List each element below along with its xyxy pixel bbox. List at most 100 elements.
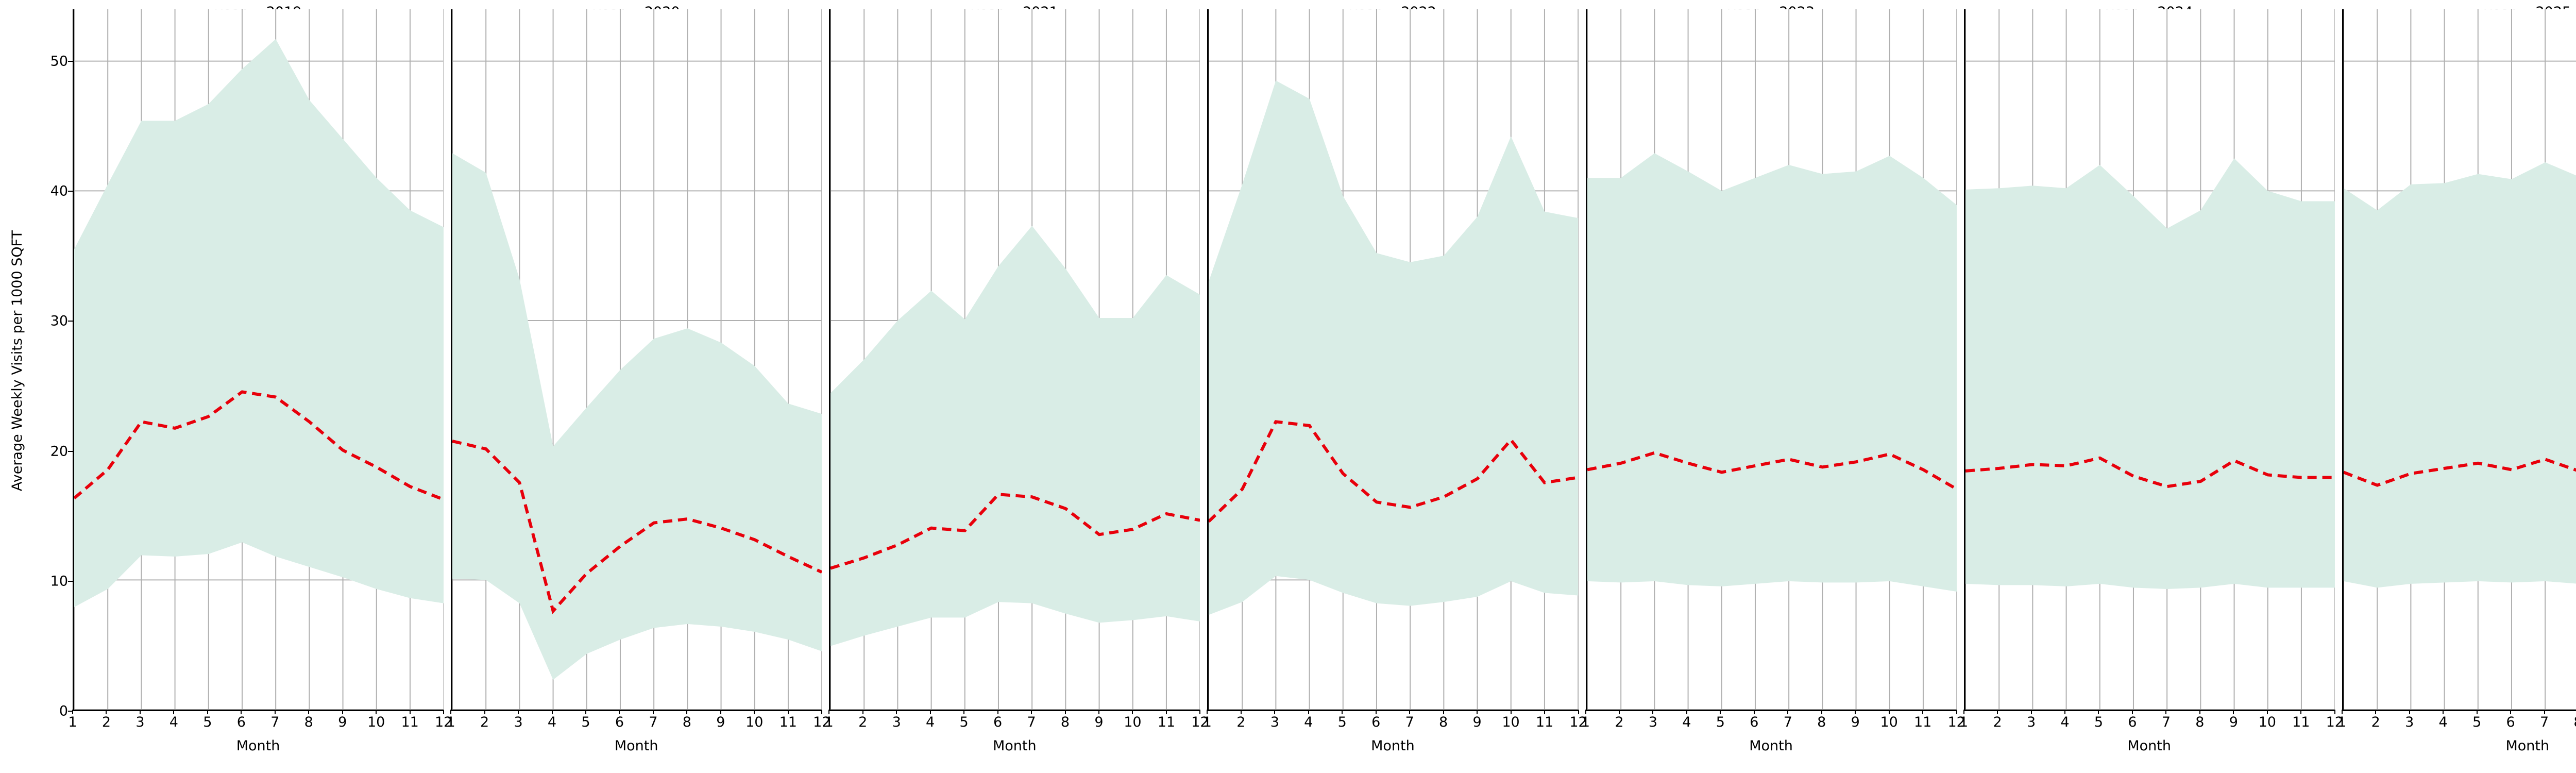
x-tick-label: 10 [1502, 714, 1520, 730]
x-tick-label: 8 [2573, 714, 2576, 730]
x-tick-mark [1031, 710, 1032, 714]
facet-panel-row: year = 2019123456789101112Monthyear = 20… [68, 0, 2576, 773]
x-tick-label: 10 [2258, 714, 2276, 730]
x-tick-mark [2098, 710, 2099, 714]
x-tick-label: 8 [1439, 714, 1448, 730]
x-tick-label: 3 [1270, 714, 1279, 730]
x-tick-mark [139, 710, 141, 714]
x-tick-label: 8 [682, 714, 691, 730]
x-tick-mark [1855, 710, 1856, 714]
x-tick-mark [2233, 710, 2234, 714]
x-tick-mark [450, 710, 452, 714]
x-tick-mark [1132, 710, 1133, 714]
x-tick-mark [2341, 710, 2343, 714]
x-tick-label: 5 [203, 714, 212, 730]
x-tick-label: 3 [892, 714, 901, 730]
x-tick-mark [1274, 710, 1276, 714]
x-tick-label: 5 [1716, 714, 1725, 730]
x-tick-mark [963, 710, 965, 714]
x-tick-label: 3 [135, 714, 145, 730]
x-tick-mark [207, 710, 208, 714]
x-tick-label: 12 [1947, 714, 1965, 730]
x-tick-label: 3 [2405, 714, 2414, 730]
x-tick-mark [72, 710, 73, 714]
x-tick-mark [1409, 710, 1411, 714]
data-layer [452, 9, 822, 710]
x-tick-label: 5 [959, 714, 969, 730]
x-tick-mark [2266, 710, 2268, 714]
x-tick-label: 9 [1472, 714, 1482, 730]
facet-panel-2025: year = 2025123456789101112Month [2337, 0, 2576, 773]
y-tick-mark [68, 450, 73, 452]
x-tick-label: 9 [338, 714, 347, 730]
y-tick-mark [68, 321, 73, 322]
plot-area [73, 9, 444, 711]
y-tick-label: 20 [50, 443, 68, 460]
x-tick-label: 2 [1993, 714, 2002, 730]
x-tick-mark [1342, 710, 1343, 714]
x-tick-label: 2 [2371, 714, 2380, 730]
facet-panel-2023: year = 2023123456789101112Month [1581, 0, 1965, 773]
x-tick-label: 11 [1157, 714, 1176, 730]
y-tick-label: 10 [50, 573, 68, 590]
y-tick-mark [68, 191, 73, 192]
x-tick-label: 7 [2539, 714, 2549, 730]
x-tick-mark [828, 710, 830, 714]
x-tick-mark [1888, 710, 1890, 714]
x-tick-label: 10 [745, 714, 764, 730]
y-tick-label: 30 [50, 313, 68, 329]
x-tick-mark [997, 710, 998, 714]
y-tick-mark [68, 580, 73, 582]
x-tick-label: 12 [2326, 714, 2344, 730]
x-tick-label: 12 [1191, 714, 1209, 730]
x-tick-label: 10 [367, 714, 385, 730]
plot-area [1207, 9, 1579, 711]
x-tick-mark [274, 710, 276, 714]
x-axis-label: Month [992, 738, 1037, 754]
x-tick-label: 1 [1581, 714, 1590, 730]
x-tick-mark [1963, 710, 1964, 714]
x-tick-mark [409, 710, 411, 714]
data-layer [74, 9, 444, 710]
x-tick-mark [2165, 710, 2167, 714]
data-layer [2343, 9, 2576, 710]
x-tick-mark [1821, 710, 1822, 714]
x-tick-label: 4 [169, 714, 178, 730]
x-tick-label: 4 [2060, 714, 2070, 730]
x-axis-label: Month [2505, 738, 2550, 754]
x-tick-label: 6 [1371, 714, 1381, 730]
facet-panel-2024: year = 2024123456789101112Month [1959, 0, 2344, 773]
plot-area [1585, 9, 1957, 711]
x-tick-label: 7 [1027, 714, 1036, 730]
x-tick-label: 3 [2026, 714, 2036, 730]
x-tick-mark [929, 710, 931, 714]
data-layer [1209, 9, 1579, 710]
x-tick-label: 6 [2506, 714, 2515, 730]
x-tick-mark [1686, 710, 1687, 714]
x-tick-label: 1 [1202, 714, 1212, 730]
x-axis-label: Month [2127, 738, 2171, 754]
x-tick-mark [376, 710, 377, 714]
x-tick-label: 4 [2438, 714, 2448, 730]
plot-area [829, 9, 1200, 711]
data-layer [1965, 9, 2335, 710]
x-tick-mark [1207, 710, 1208, 714]
x-tick-mark [2300, 710, 2302, 714]
x-tick-label: 9 [1851, 714, 1860, 730]
x-tick-mark [1375, 710, 1377, 714]
x-tick-mark [1787, 710, 1789, 714]
facet-panel-2019: year = 2019123456789101112Month [68, 0, 452, 773]
x-axis-label: Month [1749, 738, 1793, 754]
x-tick-mark [1753, 710, 1755, 714]
x-tick-label: 7 [649, 714, 658, 730]
plot-area [451, 9, 822, 711]
x-tick-label: 1 [1959, 714, 1969, 730]
x-tick-label: 7 [270, 714, 280, 730]
y-tick-mark [68, 711, 73, 712]
x-tick-mark [1098, 710, 1099, 714]
x-tick-mark [1720, 710, 1721, 714]
x-tick-label: 11 [401, 714, 419, 730]
x-tick-label: 7 [1405, 714, 1414, 730]
